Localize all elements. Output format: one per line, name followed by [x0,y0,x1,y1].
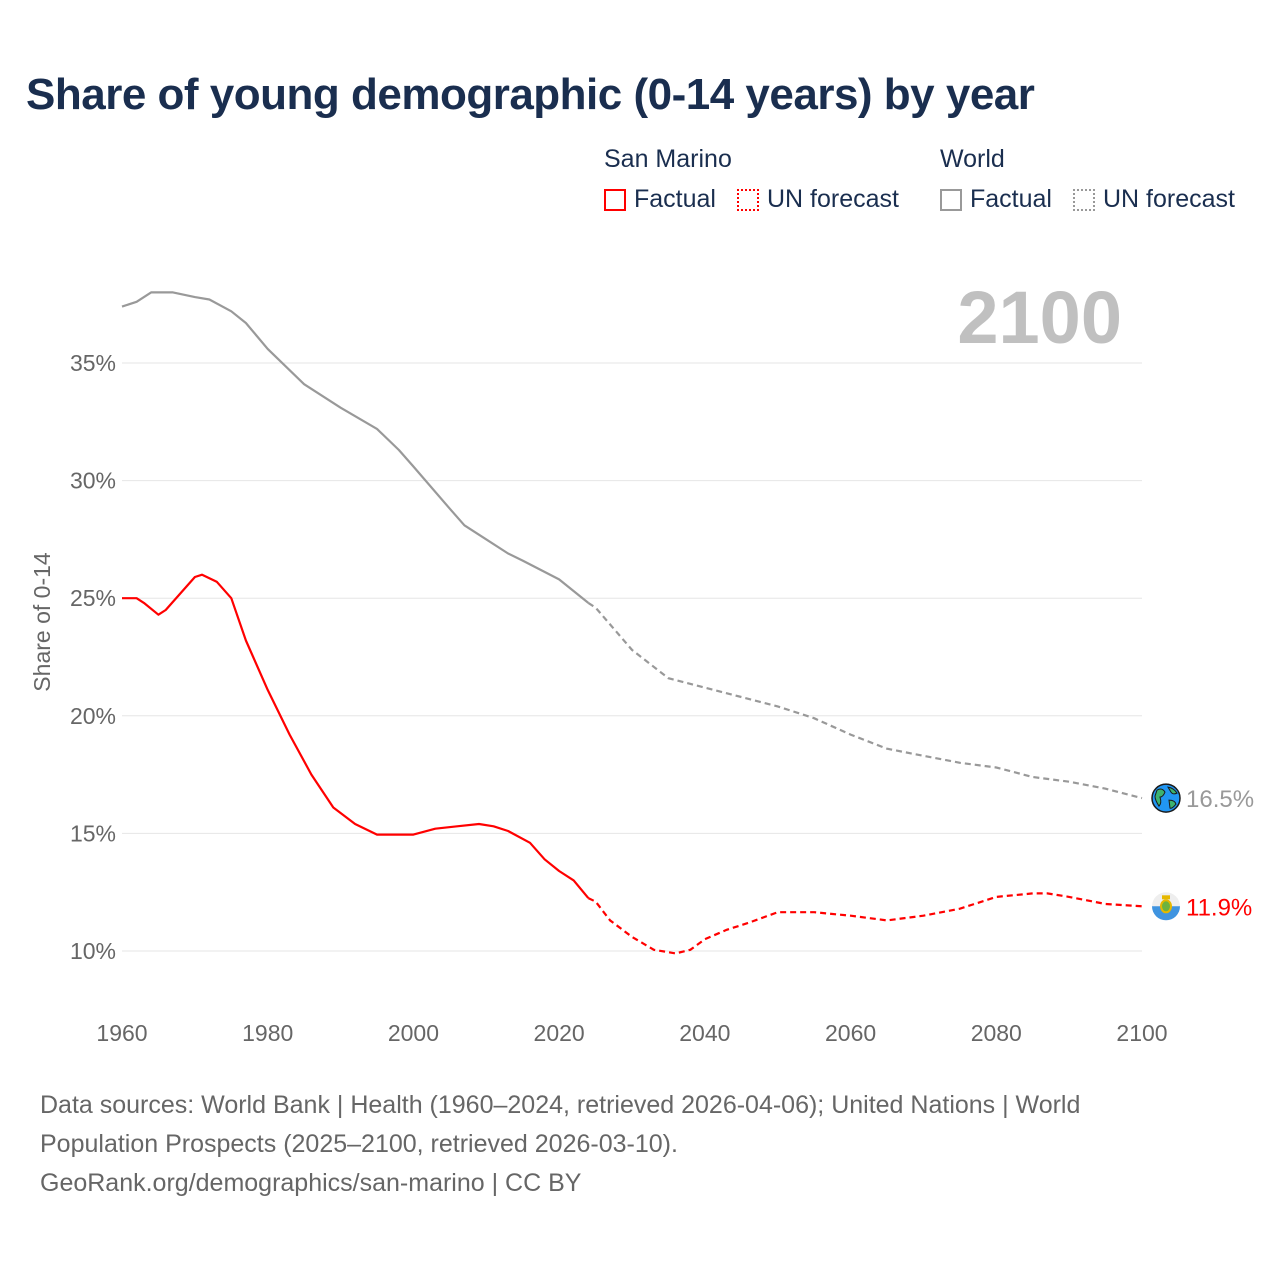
legend-label: Factual [970,185,1052,213]
y-tick-label: 25% [70,585,116,611]
legend-label: UN forecast [767,185,899,213]
world-end-label: 16.5% [1186,786,1254,813]
legend-item-factual[interactable]: Factual [940,185,1052,214]
source-text: Population Prospects (2025–2100, retriev… [40,1130,678,1158]
world-forecast-line [587,601,1143,800]
san-marino-end-label: 11.9% [1186,894,1252,921]
world-factual-line [121,291,589,604]
legend-swatch-dotted [737,188,759,211]
x-tick-label: 2080 [971,1020,1022,1046]
y-tick-label: 30% [70,468,116,494]
legend-label: UN forecast [1103,185,1235,213]
san-marino-flag-crown [1162,895,1170,900]
legend-swatch-dotted [1073,188,1095,211]
x-tick-label: 2040 [679,1020,730,1046]
y-tick-label: 35% [70,350,116,376]
chart-title: Share of young demographic (0-14 years) … [26,70,1035,119]
y-tick-label: 15% [70,820,116,846]
year-label: 2100 [957,276,1122,359]
x-tick-label: 2100 [1116,1020,1167,1046]
legend-swatch-solid [940,188,962,211]
san-marino-flag-emblem [1160,899,1172,914]
x-tick-label: 2020 [534,1020,585,1046]
x-tick-label: 2060 [825,1020,876,1046]
legend-item-forecast[interactable]: UN forecast [1073,185,1235,214]
source-text: Data sources: World Bank | Health (1960–… [40,1091,1081,1119]
legend-label: Factual [634,185,716,213]
x-tick-label: 2000 [388,1020,439,1046]
legend-item-forecast[interactable]: UN forecast [737,185,899,214]
y-tick-label: 10% [70,938,116,964]
legend-group-title: World [940,145,1005,173]
attribution-link[interactable]: GeoRank.org/demographics/san-marino | CC… [40,1169,582,1197]
y-axis-label: Share of 0-14 [29,552,55,692]
globe-land [1154,786,1178,809]
x-tick-label: 1960 [96,1020,147,1046]
x-tick-label: 1980 [242,1020,293,1046]
san-marino-factual-line [122,573,590,899]
legend-item-factual[interactable]: Factual [604,185,716,214]
y-tick-label: 20% [70,703,116,729]
san-marino-forecast-line [587,892,1143,955]
legend-group-title: San Marino [604,145,732,173]
legend-swatch-solid [604,188,626,211]
footer: Data sources: World Bank | Health (1960–… [40,1086,1190,1203]
